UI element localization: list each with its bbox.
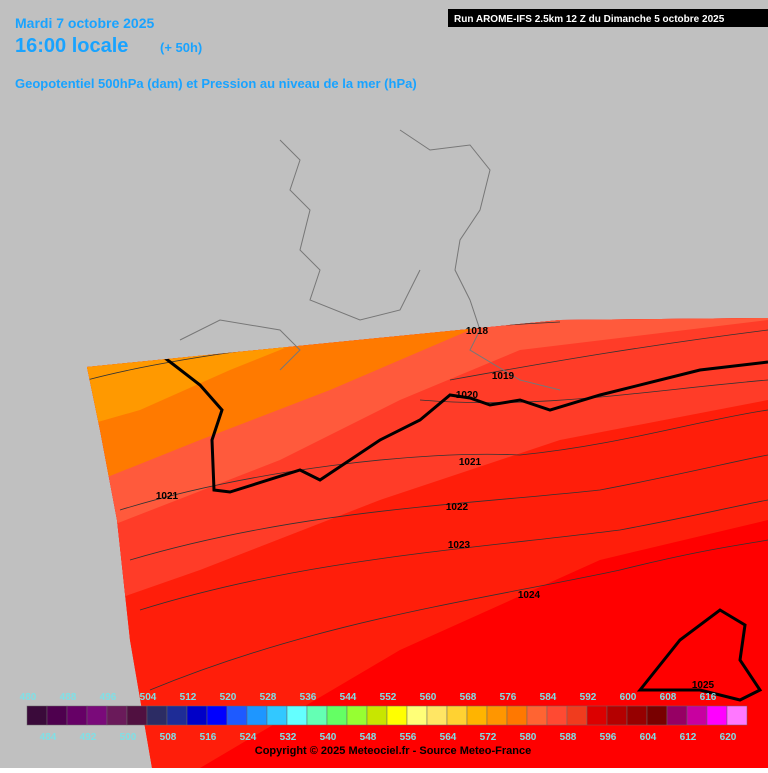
run-box xyxy=(448,9,768,27)
legend-label: 536 xyxy=(300,692,317,703)
legend-cell xyxy=(226,705,248,726)
legend-cell xyxy=(446,705,468,726)
subtitle: Geopotentiel 500hPa (dam) et Pression au… xyxy=(15,76,417,91)
legend-label: 620 xyxy=(720,732,737,743)
time: 16:00 locale xyxy=(15,35,128,57)
isobar-label: 1021 xyxy=(156,491,179,502)
legend-cell xyxy=(146,705,168,726)
legend-label: 612 xyxy=(680,732,697,743)
legend-label: 528 xyxy=(260,692,277,703)
legend-label: 556 xyxy=(400,732,417,743)
legend-cell xyxy=(326,705,348,726)
legend-cell xyxy=(66,705,88,726)
legend-cell xyxy=(246,705,268,726)
isobar-label: 1019 xyxy=(492,371,515,382)
lead: (+ 50h) xyxy=(160,40,202,55)
legend-label: 564 xyxy=(440,732,457,743)
legend-cell xyxy=(206,705,228,726)
legend-label: 616 xyxy=(700,692,717,703)
legend-label: 520 xyxy=(220,692,237,703)
legend-cell xyxy=(546,705,568,726)
legend-cell xyxy=(106,705,128,726)
legend-cell xyxy=(466,705,488,726)
legend-cell xyxy=(126,705,148,726)
legend-cell xyxy=(86,705,108,726)
legend-cell xyxy=(426,705,448,726)
legend-label: 576 xyxy=(500,692,517,703)
legend-cell xyxy=(366,705,388,726)
legend-label: 560 xyxy=(420,692,437,703)
legend-label: 484 xyxy=(40,732,57,743)
copyright: Copyright © 2025 Meteociel.fr - Source M… xyxy=(255,745,531,757)
legend-cell xyxy=(166,705,188,726)
legend-cell xyxy=(626,705,648,726)
legend-cell xyxy=(486,705,508,726)
legend-label: 544 xyxy=(340,692,357,703)
legend-label: 516 xyxy=(200,732,217,743)
legend-label: 588 xyxy=(560,732,577,743)
legend-label: 548 xyxy=(360,732,377,743)
legend-cell xyxy=(646,705,668,726)
legend-cell xyxy=(586,705,608,726)
legend-cell xyxy=(186,705,208,726)
legend-label: 492 xyxy=(80,732,97,743)
legend-label: 600 xyxy=(620,692,637,703)
legend-label: 608 xyxy=(660,692,677,703)
legend-label: 596 xyxy=(600,732,617,743)
legend-label: 508 xyxy=(160,732,177,743)
date: Mardi 7 octobre 2025 xyxy=(15,15,154,31)
legend-label: 512 xyxy=(180,692,197,703)
legend-cell xyxy=(506,705,528,726)
legend-label: 568 xyxy=(460,692,477,703)
legend-label: 532 xyxy=(280,732,297,743)
legend-cell xyxy=(406,705,428,726)
legend-cell xyxy=(46,705,68,726)
coastline xyxy=(179,129,561,391)
legend-label: 584 xyxy=(540,692,557,703)
run: Run AROME-IFS 2.5km 12 Z du Dimanche 5 o… xyxy=(454,14,725,25)
legend-label: 488 xyxy=(60,692,77,703)
legend-label: 496 xyxy=(100,692,117,703)
legend-cell xyxy=(566,705,588,726)
legend-label: 604 xyxy=(640,732,657,743)
legend-cell xyxy=(706,705,728,726)
isobar-label: 1025 xyxy=(692,680,715,691)
isobar-label: 1023 xyxy=(448,540,471,551)
legend-cell xyxy=(666,705,688,726)
legend-label: 524 xyxy=(240,732,257,743)
field xyxy=(87,318,768,768)
legend-label: 572 xyxy=(480,732,497,743)
legend-label: 580 xyxy=(520,732,537,743)
legend-cell xyxy=(526,705,548,726)
legend-label: 552 xyxy=(380,692,397,703)
legend-cell xyxy=(306,705,328,726)
legend-label: 592 xyxy=(580,692,597,703)
isobar-label: 1022 xyxy=(446,502,469,513)
legend-label: 500 xyxy=(120,732,137,743)
isobar-label: 1018 xyxy=(466,326,489,337)
legend-label: 540 xyxy=(320,732,337,743)
legend-cell xyxy=(606,705,628,726)
legend-label: 504 xyxy=(140,692,157,703)
isobar-label: 1020 xyxy=(456,390,479,401)
legend-cell xyxy=(266,705,288,726)
legend-cell xyxy=(726,705,748,726)
legend-cell xyxy=(286,705,308,726)
legend-cell xyxy=(26,705,48,726)
legend-cell xyxy=(686,705,708,726)
isobar-label: 1024 xyxy=(518,590,541,601)
isobar-label: 1021 xyxy=(459,457,482,468)
legend-label: 480 xyxy=(20,692,37,703)
legend-cell xyxy=(346,705,368,726)
legend-cell xyxy=(386,705,408,726)
